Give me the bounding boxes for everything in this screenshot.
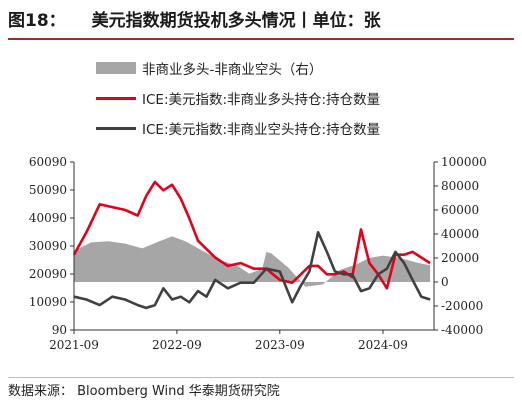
right-tick-label: 0 (441, 275, 449, 289)
right-tick-label: 100000 (441, 155, 487, 169)
left-tick-label: 50090 (29, 183, 67, 197)
left-tick-label: 90 (52, 323, 67, 337)
title-rule (8, 38, 514, 40)
legend-label-long: ICE:美元指数:非商业多头持仓:持仓数量 (142, 92, 381, 108)
left-tick-label: 20090 (29, 267, 67, 281)
x-tick-label: 2023-09 (255, 338, 305, 352)
chart-canvas: 60090 50090 40090 30090 20090 10090 90 100000 80… (29, 155, 487, 352)
legend-swatch-area (96, 62, 136, 74)
right-tick-label: 20000 (441, 251, 479, 265)
legend-item-net: 非商业多头-非商业空头（右） (96, 58, 322, 78)
x-tick-label: 2021-09 (49, 338, 99, 352)
left-tick-label: 30090 (29, 239, 67, 253)
x-tick-label: 2022-09 (152, 338, 202, 352)
x-tick-label: 2024-09 (358, 338, 408, 352)
legend-swatch-short (96, 126, 136, 130)
legend-label-net: 非商业多头-非商业空头（右） (142, 62, 323, 78)
source-note: 数据来源： Bloomberg Wind 华泰期货研究院 (8, 384, 280, 399)
right-tick-label: -20000 (441, 299, 483, 313)
figure-title: 图18： 美元指数期货投机多头情况丨单位：张 (8, 6, 381, 31)
right-tick-label: 60000 (441, 203, 479, 217)
net-position-area (74, 236, 431, 287)
right-tick-label: -40000 (441, 323, 483, 337)
left-tick-label: 10090 (29, 295, 67, 309)
left-tick-label: 40090 (29, 211, 67, 225)
short-position-line (73, 231, 431, 310)
legend-item-long: ICE:美元指数:非商业多头持仓:持仓数量 (96, 88, 380, 108)
left-tick-label: 60090 (29, 155, 67, 169)
legend-item-short: ICE:美元指数:非商业空头持仓:持仓数量 (96, 118, 380, 138)
legend-label-short: ICE:美元指数:非商业空头持仓:持仓数量 (142, 122, 381, 138)
right-tick-label: 40000 (441, 227, 479, 241)
right-tick-label: 80000 (441, 179, 479, 193)
figure-number: 图18： (8, 11, 66, 31)
bottom-rule (8, 377, 514, 378)
legend-swatch-long (96, 96, 136, 100)
figure-title-text: 美元指数期货投机多头情况丨单位：张 (91, 11, 381, 31)
